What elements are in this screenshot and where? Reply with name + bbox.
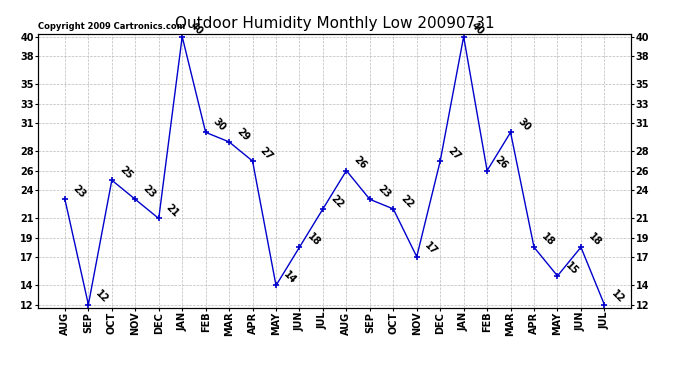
Text: 27: 27: [258, 145, 275, 162]
Text: 23: 23: [141, 183, 157, 200]
Text: 14: 14: [282, 270, 298, 286]
Text: 25: 25: [117, 164, 134, 181]
Text: 30: 30: [516, 116, 533, 133]
Text: 26: 26: [352, 154, 368, 171]
Text: 23: 23: [375, 183, 392, 200]
Text: 12: 12: [94, 289, 110, 305]
Text: 18: 18: [540, 231, 556, 248]
Text: 40: 40: [188, 21, 204, 37]
Text: 27: 27: [446, 145, 462, 162]
Text: 15: 15: [563, 260, 580, 276]
Text: Copyright 2009 Cartronics.com: Copyright 2009 Cartronics.com: [38, 22, 185, 31]
Text: 17: 17: [422, 241, 439, 257]
Text: 18: 18: [305, 231, 322, 248]
Text: 29: 29: [235, 126, 251, 142]
Title: Outdoor Humidity Monthly Low 20090731: Outdoor Humidity Monthly Low 20090731: [175, 16, 495, 31]
Text: 18: 18: [586, 231, 603, 248]
Text: 21: 21: [164, 202, 181, 219]
Text: 26: 26: [493, 154, 509, 171]
Text: 40: 40: [469, 21, 486, 37]
Text: 30: 30: [211, 116, 228, 133]
Text: 12: 12: [610, 289, 627, 305]
Text: 22: 22: [399, 193, 415, 210]
Text: 23: 23: [70, 183, 87, 200]
Text: 22: 22: [328, 193, 345, 210]
